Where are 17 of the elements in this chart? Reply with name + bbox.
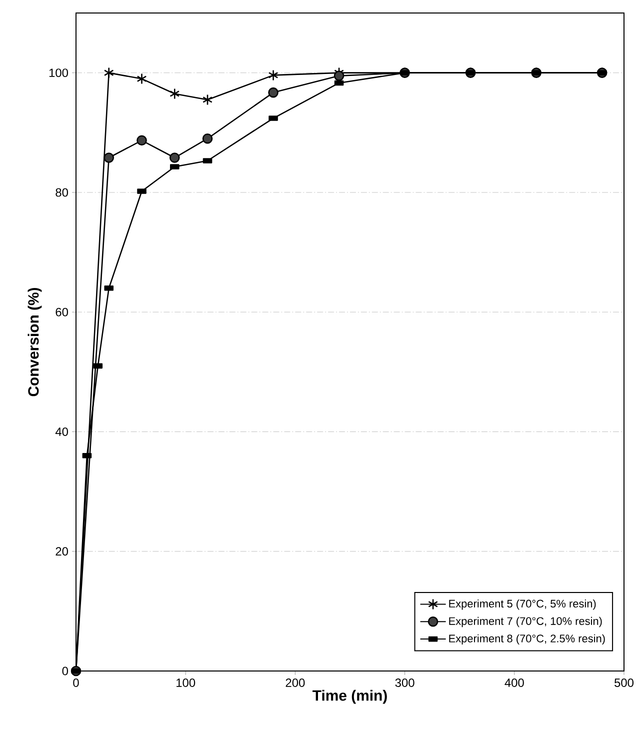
y-tick-label: 80 <box>56 188 68 197</box>
legend-label: Experiment 7 (70°C, 10% resin) <box>449 616 602 628</box>
x-tick-label: 400 <box>504 678 524 687</box>
x-tick-label: 300 <box>395 678 414 687</box>
x-tick-label: 500 <box>614 678 634 687</box>
y-tick-label: 100 <box>49 68 68 78</box>
x-tick-label: 100 <box>176 678 196 687</box>
legend-label: Experiment 5 (70°C, 5% resin) <box>449 599 596 610</box>
x-tick-label: 200 <box>286 678 305 687</box>
x-axis-title: Time (min) <box>312 690 387 704</box>
y-axis-title: Conversion (%) <box>28 288 42 396</box>
y-tick-label: 0 <box>62 666 68 676</box>
y-tick-label: 20 <box>56 547 68 556</box>
x-tick-label: 0 <box>73 678 79 687</box>
y-tick-label: 60 <box>56 308 68 316</box>
legend-label: Experiment 8 (70°C, 2.5% resin) <box>449 634 605 645</box>
y-tick-label: 40 <box>55 427 68 436</box>
